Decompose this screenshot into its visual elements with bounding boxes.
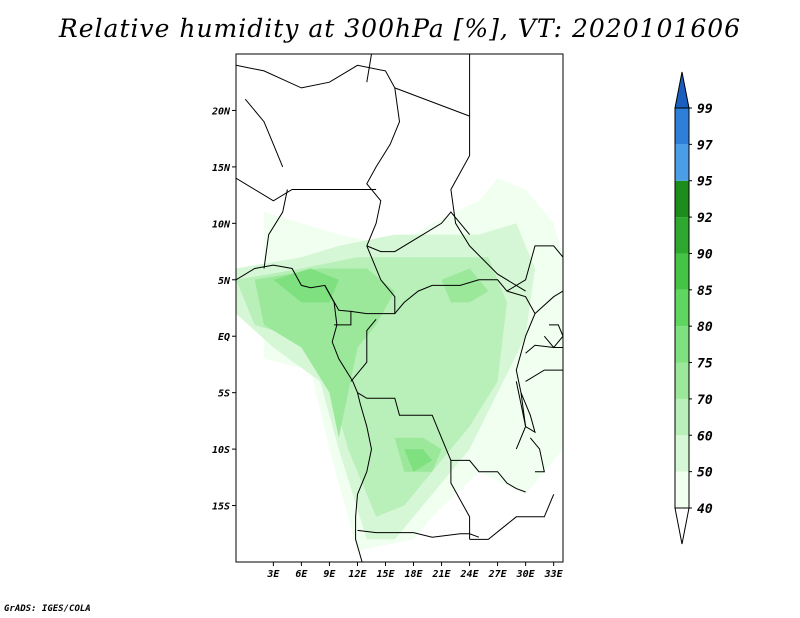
colorbar-segment-85: [675, 253, 689, 290]
colorbar-segment-80: [675, 289, 689, 327]
lon-tick-label: 33E: [544, 569, 564, 580]
coastline-layer: [236, 264, 563, 562]
colorbar-segment-75: [675, 326, 689, 363]
country-border-line: [357, 392, 526, 493]
country-border-line: [366, 54, 372, 83]
country-border-line: [450, 460, 471, 540]
colorbar-label: 70: [697, 393, 713, 408]
colorbar-label: 95: [697, 175, 713, 190]
lat-tick-label: 15N: [212, 163, 231, 174]
lat-tick-label: 10S: [212, 445, 230, 456]
country-borders-layer: [236, 54, 563, 540]
colorbar-segment-60: [675, 398, 689, 436]
lon-tick-label: 3E: [266, 569, 280, 580]
country-border-line: [394, 87, 526, 292]
colorbar-segment-70: [675, 362, 689, 399]
lon-tick-label: 27E: [488, 569, 508, 580]
lon-tick-label: 6E: [295, 569, 308, 580]
grads-credit: GrADS: IGES/COLA: [4, 604, 91, 614]
humidity-area-70: [441, 268, 489, 303]
coastline-line: [236, 264, 373, 562]
colorbar-segment-97: [675, 108, 689, 145]
colorbar-segment-95: [675, 144, 689, 181]
colorbar-label: 85: [697, 284, 713, 299]
humidity-area-75: [404, 449, 433, 472]
lat-tick-label: 10N: [212, 219, 231, 230]
colorbar-label: 90: [697, 247, 713, 262]
colorbar-segment-90: [675, 217, 689, 254]
lat-tick-label: 5S: [218, 389, 230, 400]
colorbar-label: 40: [697, 502, 713, 517]
country-border-line: [324, 245, 396, 315]
country-border-line: [236, 64, 396, 89]
country-border-line: [525, 369, 563, 382]
colorbar-segment-50: [675, 435, 689, 472]
lon-tick-label: 18E: [404, 569, 423, 580]
colorbar-label: 50: [697, 466, 713, 481]
colorbar-label: 99: [697, 102, 713, 117]
country-border-line: [236, 177, 377, 202]
country-border-line: [534, 290, 563, 314]
colorbar-segment-92: [675, 180, 689, 218]
lat-tick-label: EQ: [218, 332, 230, 343]
humidity-area-70: [254, 268, 395, 438]
colorbar-label: 80: [697, 320, 713, 335]
country-border-line: [506, 245, 563, 292]
lon-tick-label: 21E: [432, 569, 452, 580]
lon-tick-label: 15E: [376, 569, 395, 580]
country-border-line: [525, 344, 563, 354]
colorbar-label: 97: [697, 138, 713, 153]
longitude-axis: 3E 6E 9E 12E 15E 18E 21E 24E 27E 30E 33E: [266, 562, 564, 580]
colorbar-label: 60: [697, 429, 713, 444]
coastline-line: [543, 324, 563, 349]
colorbar-below-triangle: [674, 507, 690, 545]
coastline-line: [529, 437, 545, 473]
colorbar-label: 92: [697, 211, 713, 226]
lon-tick-label: 12E: [348, 569, 367, 580]
colorbar-segment-40: [675, 471, 689, 508]
lon-tick-label: 9E: [323, 569, 336, 580]
map-plot-area: [236, 54, 563, 562]
colorbar-above-triangle: [674, 71, 690, 109]
country-border-line: [350, 318, 377, 382]
country-border-line: [366, 211, 470, 253]
country-border-line: [366, 87, 401, 247]
humidity-area-75: [273, 268, 339, 303]
lon-tick-label: 30E: [516, 569, 536, 580]
country-border-line: [469, 494, 555, 540]
lat-tick-label: 5N: [218, 276, 231, 287]
latitude-axis: 20N 15N 10N 5N EQ 5S 10S 15S: [211, 106, 236, 513]
country-border-line: [334, 311, 352, 326]
lat-tick-label: 20N: [211, 106, 231, 117]
colorbar-label: 75: [697, 357, 713, 372]
colorbar-outline: [674, 107, 690, 509]
country-border-line: [244, 98, 284, 168]
map-frame: [235, 53, 564, 563]
colorbar: 40 50 60 70 75 80 85 90 92 95 97 99: [674, 71, 713, 545]
map-title: Relative humidity at 300hPa [%], VT: 202…: [58, 14, 742, 43]
lat-tick-label: 15S: [212, 502, 230, 513]
country-border-line: [263, 189, 288, 269]
lon-tick-label: 24E: [460, 569, 480, 580]
coastline-line: [515, 381, 536, 434]
country-border-line: [394, 279, 536, 450]
